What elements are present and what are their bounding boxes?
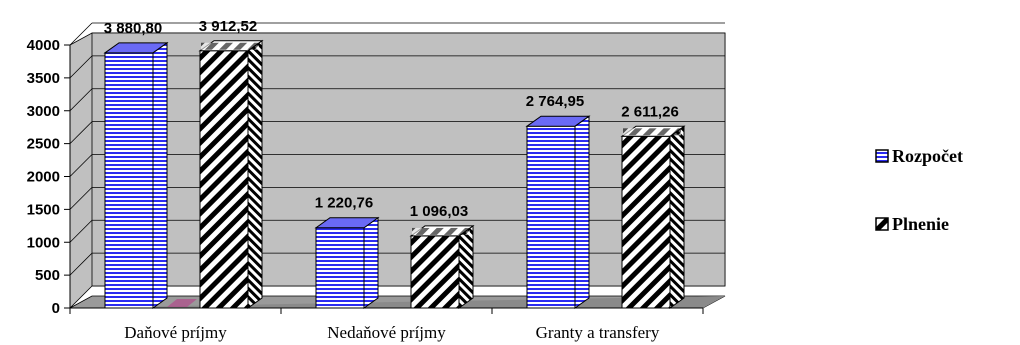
x-axis: Daňové príjmy Nedaňové príjmy Granty a tra…: [69, 307, 704, 342]
floor-marker: [167, 299, 197, 307]
data-label: 1 220,76: [315, 195, 373, 212]
gridline-side: [69, 219, 93, 243]
bar-top-pattern: [623, 128, 681, 136]
legend-swatch: [875, 149, 889, 163]
gridline-side: [69, 55, 93, 79]
y-tick-label: 1000: [27, 234, 60, 251]
bar-top: [314, 217, 380, 229]
data-label: 2 764,95: [526, 93, 584, 110]
legend: Rozpočet Plnenie: [875, 146, 963, 234]
plot-back-panel: [91, 32, 726, 287]
bar-top: [103, 42, 169, 54]
bar-top-pattern: [412, 227, 470, 235]
data-label: 1 096,03: [410, 203, 468, 220]
y-tick-label: 2500: [27, 136, 60, 153]
bar-front: [104, 52, 154, 309]
data-label: 2 611,26: [621, 103, 679, 120]
bar-side: [363, 216, 379, 309]
x-tick-label: Granty a transfery: [536, 323, 660, 342]
y-axis: 0 500 1000 1500 2000 2500 3000 3500 4000: [27, 37, 71, 317]
gridline-side: [69, 252, 93, 276]
bars: 3 880,80 3 912,52 1 220,76 1 096,03 2 764,95…: [103, 18, 686, 309]
gridline-side: [69, 121, 93, 144]
bar-front: [410, 235, 460, 309]
gridline-side: [69, 22, 93, 46]
gridline-side: [69, 154, 93, 177]
bar-side: [458, 224, 474, 309]
bar-rozpočet-3: 2 764,95: [525, 93, 591, 309]
bar-plnenie-3: 2 611,26: [620, 103, 686, 309]
legend-label: Plnenie: [892, 214, 949, 234]
bar-side: [669, 125, 685, 309]
bar-plnenie-1: 3 912,52: [198, 18, 264, 309]
gridline-side: [69, 187, 93, 210]
bar-rozpočet-1: 3 880,80: [103, 20, 169, 309]
bar-top-pattern: [201, 42, 259, 50]
bar-side: [247, 39, 263, 309]
legend-label: Rozpočet: [892, 146, 963, 166]
y-tick-label: 4000: [27, 37, 60, 54]
y-tick-label: 1500: [27, 201, 60, 218]
y-tick-label: 500: [35, 267, 60, 284]
bar-rozpočet-2: 1 220,76: [314, 195, 380, 309]
legend-item-rozpočet: Rozpočet: [875, 146, 963, 166]
bar-front: [199, 50, 249, 309]
bar-front: [621, 135, 671, 309]
bar-plnenie-2: 1 096,03: [409, 203, 475, 309]
bar-front: [315, 227, 365, 309]
y-tick-label: 2000: [27, 169, 60, 186]
y-tick-label: 3000: [27, 103, 60, 120]
gridlines: [69, 22, 725, 276]
data-label: 3 880,80: [104, 20, 162, 37]
y-tick-label: 3500: [27, 70, 60, 87]
legend-item-plnenie: Plnenie: [875, 214, 949, 234]
x-tick-label: Nedaňové príjmy: [327, 323, 446, 342]
bar-side: [574, 115, 590, 309]
x-tick-label: Daňové príjmy: [124, 323, 227, 342]
bar-top: [525, 115, 591, 127]
gridline-side: [69, 88, 93, 112]
bar-front: [526, 125, 576, 309]
bar-side: [152, 41, 168, 309]
data-label: 3 912,52: [199, 18, 257, 35]
y-tick-label: 0: [52, 300, 60, 317]
legend-swatch: [875, 217, 889, 231]
